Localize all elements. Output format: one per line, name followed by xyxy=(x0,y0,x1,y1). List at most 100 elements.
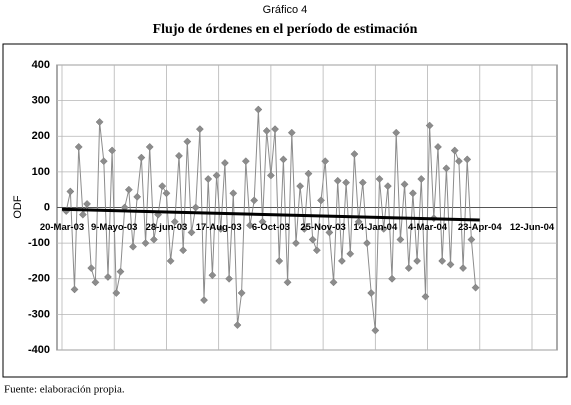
y-tick-label: 0 xyxy=(44,201,50,213)
data-point xyxy=(425,121,434,130)
data-point xyxy=(358,178,367,187)
data-point xyxy=(287,128,296,137)
data-point xyxy=(250,196,259,205)
x-tick-label: 20-Mar-03 xyxy=(40,222,84,233)
data-point xyxy=(195,125,204,134)
data-point xyxy=(66,187,75,196)
x-tick-label: 14-Jan-04 xyxy=(353,222,398,233)
y-tick-label: 300 xyxy=(32,95,50,107)
data-point xyxy=(271,125,280,134)
data-point xyxy=(149,235,158,244)
data-point xyxy=(392,128,401,137)
data-point xyxy=(383,182,392,191)
data-point xyxy=(208,271,217,280)
data-point xyxy=(175,151,183,160)
data-point xyxy=(254,105,263,114)
x-tick-label: 6-Oct-03 xyxy=(252,222,290,233)
data-point xyxy=(417,175,426,183)
data-point xyxy=(133,192,142,201)
data-point xyxy=(283,278,292,287)
labels: -400 -300 -200 -100 0 100 200 300 400 20-Mar-03 9-… xyxy=(28,59,555,356)
data-point xyxy=(342,178,351,187)
data-point xyxy=(170,217,179,226)
trend-line xyxy=(61,207,480,222)
data-point xyxy=(375,175,384,183)
x-tick-label: 12-Jun-04 xyxy=(510,222,555,233)
data-point xyxy=(237,289,246,297)
x-tick-label: 25-Nov-03 xyxy=(300,222,345,233)
data-point xyxy=(145,142,154,151)
data-point xyxy=(191,203,200,212)
data-point xyxy=(112,289,121,297)
chart-caption: Gráfico 4 xyxy=(263,4,308,16)
data-point xyxy=(434,142,442,151)
data-point xyxy=(204,175,213,183)
y-tick-label: 100 xyxy=(32,166,50,178)
data-point xyxy=(333,176,342,185)
data-point xyxy=(116,267,125,276)
data-point xyxy=(162,189,171,198)
data-point xyxy=(200,296,208,305)
x-tick-label: 23-Apr-04 xyxy=(458,222,503,233)
data-point xyxy=(141,239,150,248)
data-point xyxy=(346,249,355,258)
y-tick-label: 400 xyxy=(32,59,50,71)
data-point xyxy=(179,246,188,255)
data-point xyxy=(95,118,104,126)
data-point xyxy=(166,256,175,265)
data-point xyxy=(304,169,313,178)
data-point xyxy=(350,150,359,159)
data-point xyxy=(187,228,196,237)
data-point xyxy=(459,264,468,273)
data-point xyxy=(246,221,254,230)
marks xyxy=(61,105,480,335)
data-point xyxy=(450,146,459,155)
data-point xyxy=(78,210,87,219)
chart-title: Flujo de órdenes en el período de estima… xyxy=(153,22,418,37)
data-point xyxy=(325,228,334,237)
data-point xyxy=(99,157,108,166)
data-point xyxy=(379,224,388,233)
data-point xyxy=(241,157,250,166)
data-point xyxy=(300,224,309,233)
data-point xyxy=(220,159,229,167)
data-point xyxy=(367,289,376,297)
data-point xyxy=(400,180,409,189)
data-point xyxy=(421,292,430,301)
data-point xyxy=(321,157,330,166)
data-point xyxy=(91,278,100,287)
data-point xyxy=(396,235,405,244)
data-point xyxy=(454,157,463,166)
data-point xyxy=(129,242,137,251)
data-point xyxy=(308,235,317,244)
data-point xyxy=(258,217,267,226)
data-point xyxy=(216,224,225,233)
data-point xyxy=(225,274,234,283)
data-point xyxy=(275,256,284,265)
data-point xyxy=(266,171,275,180)
data-point xyxy=(233,321,242,330)
y-tick-label: 200 xyxy=(32,130,50,142)
data-point xyxy=(371,326,380,335)
y-tick-label: -400 xyxy=(28,344,50,356)
y-tick-label: -100 xyxy=(28,237,50,249)
data-point xyxy=(442,164,451,173)
y-tick-label: -300 xyxy=(28,308,50,320)
data-point xyxy=(279,155,288,164)
data-point xyxy=(108,146,117,155)
data-point xyxy=(471,283,480,292)
data-point xyxy=(446,260,455,269)
data-point xyxy=(438,256,447,265)
data-point xyxy=(87,264,96,273)
source-note: Fuente: elaboración propia. xyxy=(4,384,125,396)
data-point xyxy=(408,189,417,198)
data-point xyxy=(104,273,112,281)
data-point xyxy=(83,199,92,208)
data-point xyxy=(354,217,363,226)
data-point xyxy=(296,182,305,191)
data-point xyxy=(262,126,271,135)
x-tick-label: 28-jun-03 xyxy=(146,222,188,233)
data-point xyxy=(467,235,476,244)
data-point xyxy=(183,137,192,146)
